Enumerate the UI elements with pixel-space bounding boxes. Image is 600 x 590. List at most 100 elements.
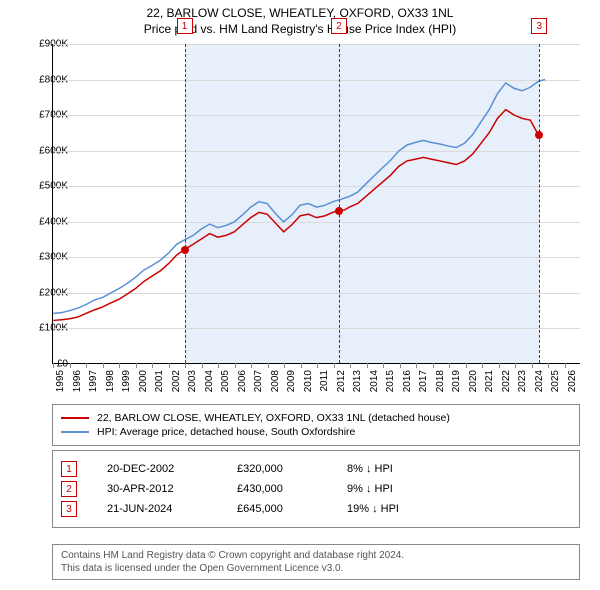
x-tick [169,363,170,368]
x-axis-label: 2013 [352,370,363,392]
attribution-line: Contains HM Land Registry data © Crown c… [61,549,571,562]
x-tick [532,363,533,368]
legend-label: 22, BARLOW CLOSE, WHEATLEY, OXFORD, OX33… [97,412,450,424]
x-tick [565,363,566,368]
x-tick [103,363,104,368]
marker-id-box: 3 [61,501,77,517]
x-axis-label: 2007 [253,370,264,392]
x-axis-label: 1996 [72,370,83,392]
marker-table: 1 20-DEC-2002 £320,000 8% ↓ HPI 2 30-APR… [52,450,580,528]
x-axis-label: 2022 [501,370,512,392]
marker-price: £430,000 [237,483,347,495]
marker-date: 20-DEC-2002 [107,463,237,475]
x-axis-label: 1997 [88,370,99,392]
marker-id-box: 1 [61,461,77,477]
x-tick [301,363,302,368]
attribution-line: This data is licensed under the Open Gov… [61,562,571,575]
marker-row: 3 21-JUN-2024 £645,000 19% ↓ HPI [61,501,571,517]
x-axis-label: 2010 [303,370,314,392]
x-tick [218,363,219,368]
x-axis-label: 2003 [187,370,198,392]
marker-row: 1 20-DEC-2002 £320,000 8% ↓ HPI [61,461,571,477]
x-tick [499,363,500,368]
marker-price: £645,000 [237,503,347,515]
data-point-dot [335,207,343,215]
x-tick [202,363,203,368]
data-point-dot [535,131,543,139]
x-axis-label: 2014 [369,370,380,392]
x-tick [350,363,351,368]
x-tick [383,363,384,368]
x-axis-label: 1995 [55,370,66,392]
x-tick [334,363,335,368]
x-axis-label: 2016 [402,370,413,392]
x-tick [482,363,483,368]
x-tick [416,363,417,368]
x-axis-label: 2006 [237,370,248,392]
marker-diff: 19% ↓ HPI [347,503,457,515]
x-axis-label: 2023 [517,370,528,392]
title-subtitle: Price paid vs. HM Land Registry's House … [0,22,600,36]
marker-line [539,44,540,363]
marker-number-box: 2 [331,18,347,34]
x-axis-label: 2015 [385,370,396,392]
legend-item: 22, BARLOW CLOSE, WHEATLEY, OXFORD, OX33… [61,412,571,424]
chart-container: 22, BARLOW CLOSE, WHEATLEY, OXFORD, OX33… [0,0,600,590]
x-tick [185,363,186,368]
x-tick [152,363,153,368]
chart-plot-area: 123 [52,44,580,364]
series-line-property_price [53,110,538,321]
x-axis-label: 2005 [220,370,231,392]
x-axis-label: 2024 [534,370,545,392]
x-tick [449,363,450,368]
x-axis-label: 2000 [138,370,149,392]
data-point-dot [181,246,189,254]
marker-id-box: 2 [61,481,77,497]
marker-diff: 9% ↓ HPI [347,483,457,495]
marker-line [339,44,340,363]
x-axis-label: 2008 [270,370,281,392]
legend-label: HPI: Average price, detached house, Sout… [97,426,355,438]
legend-item: HPI: Average price, detached house, Sout… [61,426,571,438]
titles-block: 22, BARLOW CLOSE, WHEATLEY, OXFORD, OX33… [0,0,600,36]
x-tick [367,363,368,368]
x-tick [251,363,252,368]
legend-swatch [61,417,89,419]
x-tick [136,363,137,368]
x-axis-label: 1999 [121,370,132,392]
x-tick [268,363,269,368]
x-axis-label: 2001 [154,370,165,392]
title-address: 22, BARLOW CLOSE, WHEATLEY, OXFORD, OX33… [0,6,600,20]
x-axis-label: 2020 [468,370,479,392]
x-axis-label: 2018 [435,370,446,392]
x-tick [86,363,87,368]
x-axis-label: 2009 [286,370,297,392]
attribution-box: Contains HM Land Registry data © Crown c… [52,544,580,580]
x-tick [317,363,318,368]
marker-date: 30-APR-2012 [107,483,237,495]
x-axis-label: 2002 [171,370,182,392]
x-tick [515,363,516,368]
x-axis-label: 2012 [336,370,347,392]
chart-svg [53,44,580,363]
x-axis-label: 2017 [418,370,429,392]
series-line-hpi [53,79,545,313]
legend-box: 22, BARLOW CLOSE, WHEATLEY, OXFORD, OX33… [52,404,580,446]
x-tick [235,363,236,368]
x-axis-label: 2011 [319,370,330,392]
x-tick [400,363,401,368]
marker-line [185,44,186,363]
legend-swatch [61,431,89,433]
x-axis-label: 2021 [484,370,495,392]
x-axis-label: 2025 [550,370,561,392]
x-axis-label: 1998 [105,370,116,392]
x-tick [433,363,434,368]
marker-date: 21-JUN-2024 [107,503,237,515]
x-tick [284,363,285,368]
x-tick [70,363,71,368]
x-tick [548,363,549,368]
x-axis-label: 2019 [451,370,462,392]
x-tick [466,363,467,368]
x-tick [119,363,120,368]
marker-price: £320,000 [237,463,347,475]
